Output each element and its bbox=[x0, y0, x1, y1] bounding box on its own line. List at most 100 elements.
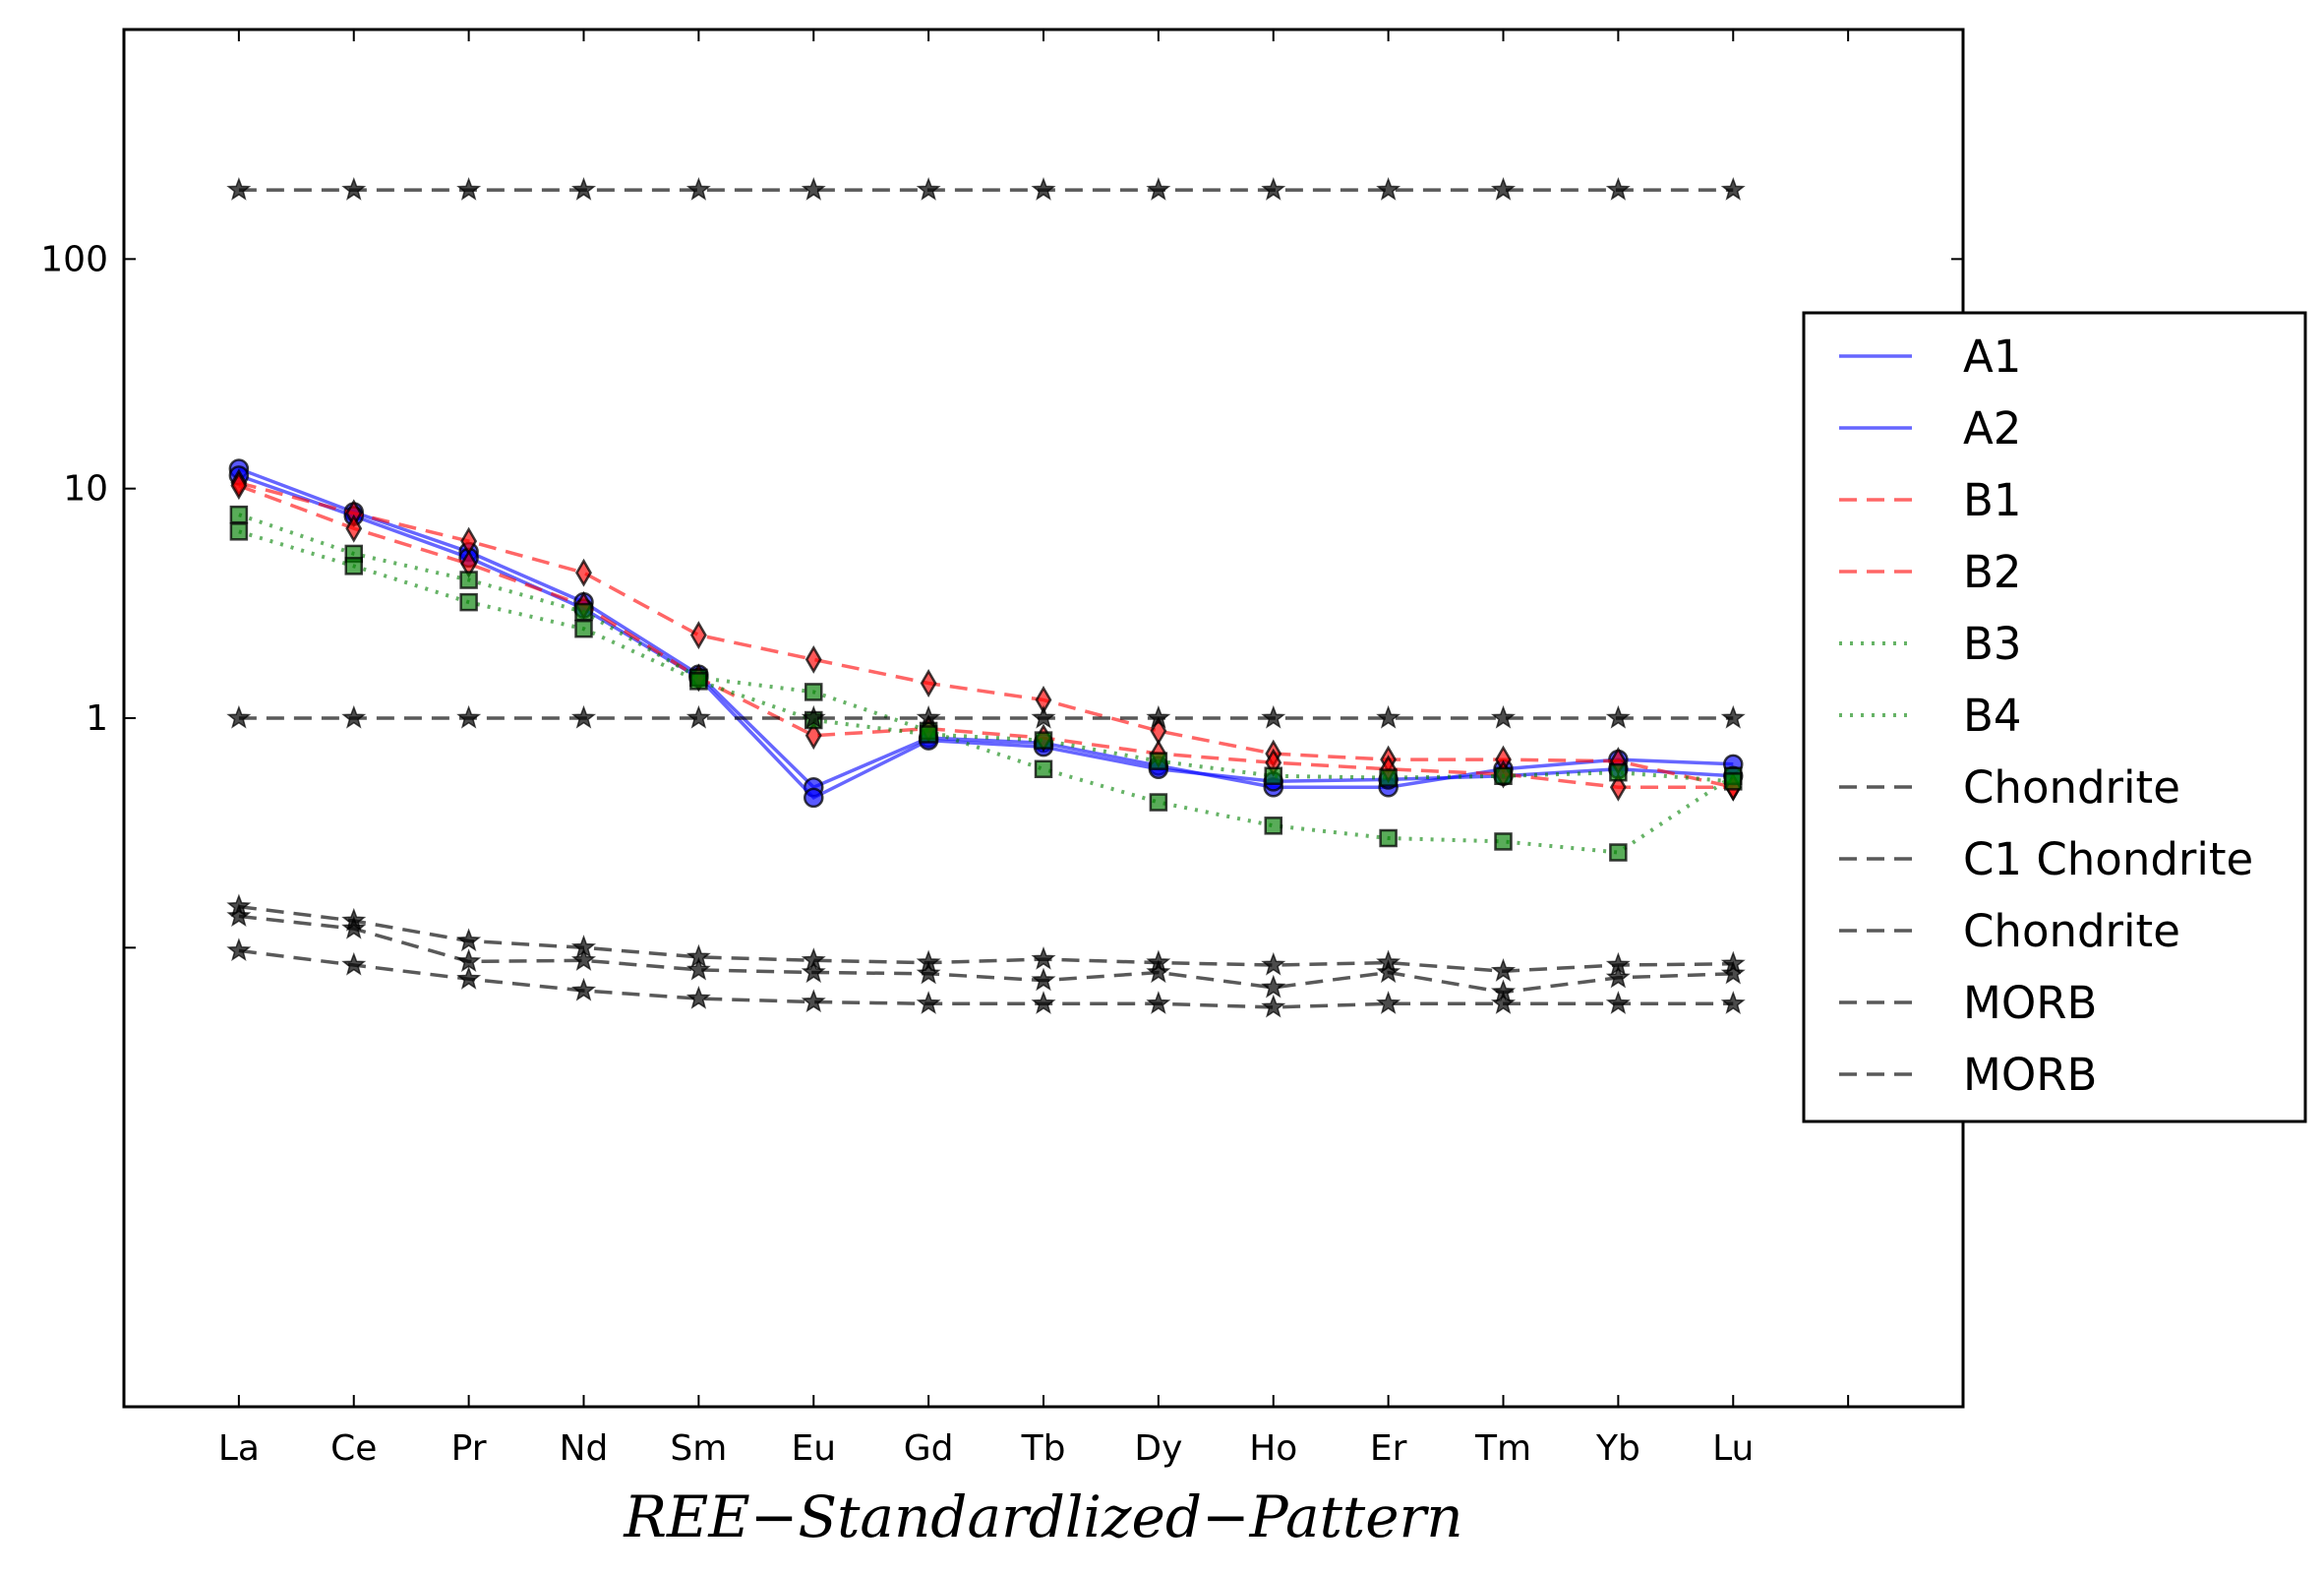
data-point bbox=[1605, 991, 1631, 1014]
data-point bbox=[1261, 951, 1286, 976]
y-tick-label: 1 bbox=[86, 698, 108, 739]
data-point bbox=[1264, 817, 1282, 835]
data-point bbox=[570, 977, 597, 1001]
legend-label: B4 bbox=[1963, 690, 2022, 742]
data-point bbox=[1031, 176, 1056, 201]
legend: A1 A2 B1 B2 B3 B4 Chondrite C1 Chondrite Chondri… bbox=[1802, 311, 2307, 1123]
data-point bbox=[1379, 828, 1398, 848]
data-point bbox=[1034, 731, 1053, 750]
series-line bbox=[238, 481, 1734, 789]
legend-label: A2 bbox=[1963, 402, 2021, 454]
series bbox=[226, 176, 1746, 201]
series-line bbox=[238, 529, 1734, 784]
data-point bbox=[570, 704, 597, 729]
axis-ticks: La Ce Pr Nd Sm Eu Gd Tb Dy Ho Er Tm Yb Lu 100 10 1 bbox=[40, 30, 1963, 1469]
legend-box bbox=[1802, 311, 2307, 1123]
data-point bbox=[1490, 958, 1517, 982]
data-point bbox=[226, 938, 252, 962]
y-tick-label: 10 bbox=[63, 469, 108, 510]
data-point bbox=[685, 704, 711, 729]
data-point bbox=[1261, 704, 1286, 729]
data-point bbox=[341, 176, 367, 201]
data-point bbox=[1376, 176, 1401, 201]
x-tick-label: Sm bbox=[670, 1428, 727, 1469]
series bbox=[229, 522, 1743, 791]
data-point bbox=[1146, 704, 1171, 729]
series-layer bbox=[226, 176, 1746, 1018]
data-point bbox=[804, 721, 822, 751]
data-point bbox=[801, 989, 826, 1013]
x-tick-label: Gd bbox=[904, 1428, 954, 1469]
data-point bbox=[1261, 974, 1286, 999]
data-point bbox=[1261, 176, 1286, 201]
data-point bbox=[456, 966, 482, 990]
series bbox=[226, 938, 1746, 1018]
data-point bbox=[226, 903, 252, 928]
legend-label: B1 bbox=[1963, 474, 2022, 526]
data-point bbox=[1720, 704, 1746, 729]
data-point bbox=[345, 514, 363, 543]
legend-label: B3 bbox=[1963, 618, 2022, 670]
series-line bbox=[238, 484, 1734, 789]
data-point bbox=[1376, 959, 1401, 984]
legend-label: MORB bbox=[1963, 977, 2097, 1029]
x-tick-label: Er bbox=[1370, 1428, 1407, 1469]
data-point bbox=[1146, 959, 1171, 984]
data-point bbox=[1031, 945, 1056, 970]
legend-label: Chondrite bbox=[1963, 905, 2180, 957]
data-point bbox=[1261, 994, 1286, 1018]
data-point bbox=[226, 176, 252, 201]
data-point bbox=[456, 704, 482, 729]
data-point bbox=[916, 960, 941, 985]
data-point bbox=[1605, 704, 1631, 729]
legend-label: A1 bbox=[1963, 331, 2021, 383]
data-point bbox=[344, 557, 363, 575]
data-point bbox=[341, 704, 367, 729]
data-point bbox=[1490, 176, 1517, 201]
data-point bbox=[1609, 843, 1628, 862]
data-point bbox=[804, 683, 823, 701]
data-point bbox=[1149, 752, 1168, 770]
x-tick-label: Eu bbox=[791, 1428, 836, 1469]
data-point bbox=[459, 571, 478, 589]
x-tick-label: Nd bbox=[560, 1428, 609, 1469]
series-line bbox=[238, 948, 1734, 1009]
data-point bbox=[1720, 176, 1746, 201]
data-point bbox=[1494, 832, 1513, 851]
data-point bbox=[1146, 176, 1171, 201]
x-tick-label: La bbox=[218, 1428, 260, 1469]
data-point bbox=[459, 592, 478, 612]
data-point bbox=[1605, 964, 1631, 989]
data-point bbox=[226, 704, 252, 729]
data-point bbox=[1376, 991, 1401, 1014]
data-point bbox=[919, 725, 938, 744]
series-line bbox=[238, 914, 1734, 995]
data-point bbox=[1031, 704, 1056, 729]
data-point bbox=[1379, 768, 1398, 787]
data-point bbox=[1149, 793, 1168, 812]
series bbox=[226, 704, 1746, 729]
data-point bbox=[1376, 704, 1401, 729]
data-point bbox=[341, 915, 367, 939]
data-point bbox=[574, 602, 593, 622]
data-point bbox=[230, 471, 248, 501]
data-point bbox=[804, 787, 824, 809]
x-axis-label: REE−Standardlized−Pattern bbox=[623, 1483, 1462, 1550]
data-point bbox=[341, 951, 367, 976]
data-point bbox=[801, 176, 826, 201]
x-tick-label: Lu bbox=[1712, 1428, 1754, 1469]
x-tick-label: Dy bbox=[1134, 1428, 1182, 1469]
series-line bbox=[238, 473, 1734, 801]
data-point bbox=[456, 928, 482, 952]
legend-label: C1 Chondrite bbox=[1963, 833, 2253, 885]
data-point bbox=[229, 522, 249, 541]
data-point bbox=[685, 985, 711, 1009]
data-point bbox=[1605, 176, 1631, 201]
data-point bbox=[916, 991, 941, 1014]
data-point bbox=[1490, 704, 1517, 729]
data-point bbox=[1264, 766, 1282, 786]
data-point bbox=[1031, 967, 1056, 992]
data-point bbox=[801, 959, 826, 984]
data-point bbox=[916, 176, 941, 201]
